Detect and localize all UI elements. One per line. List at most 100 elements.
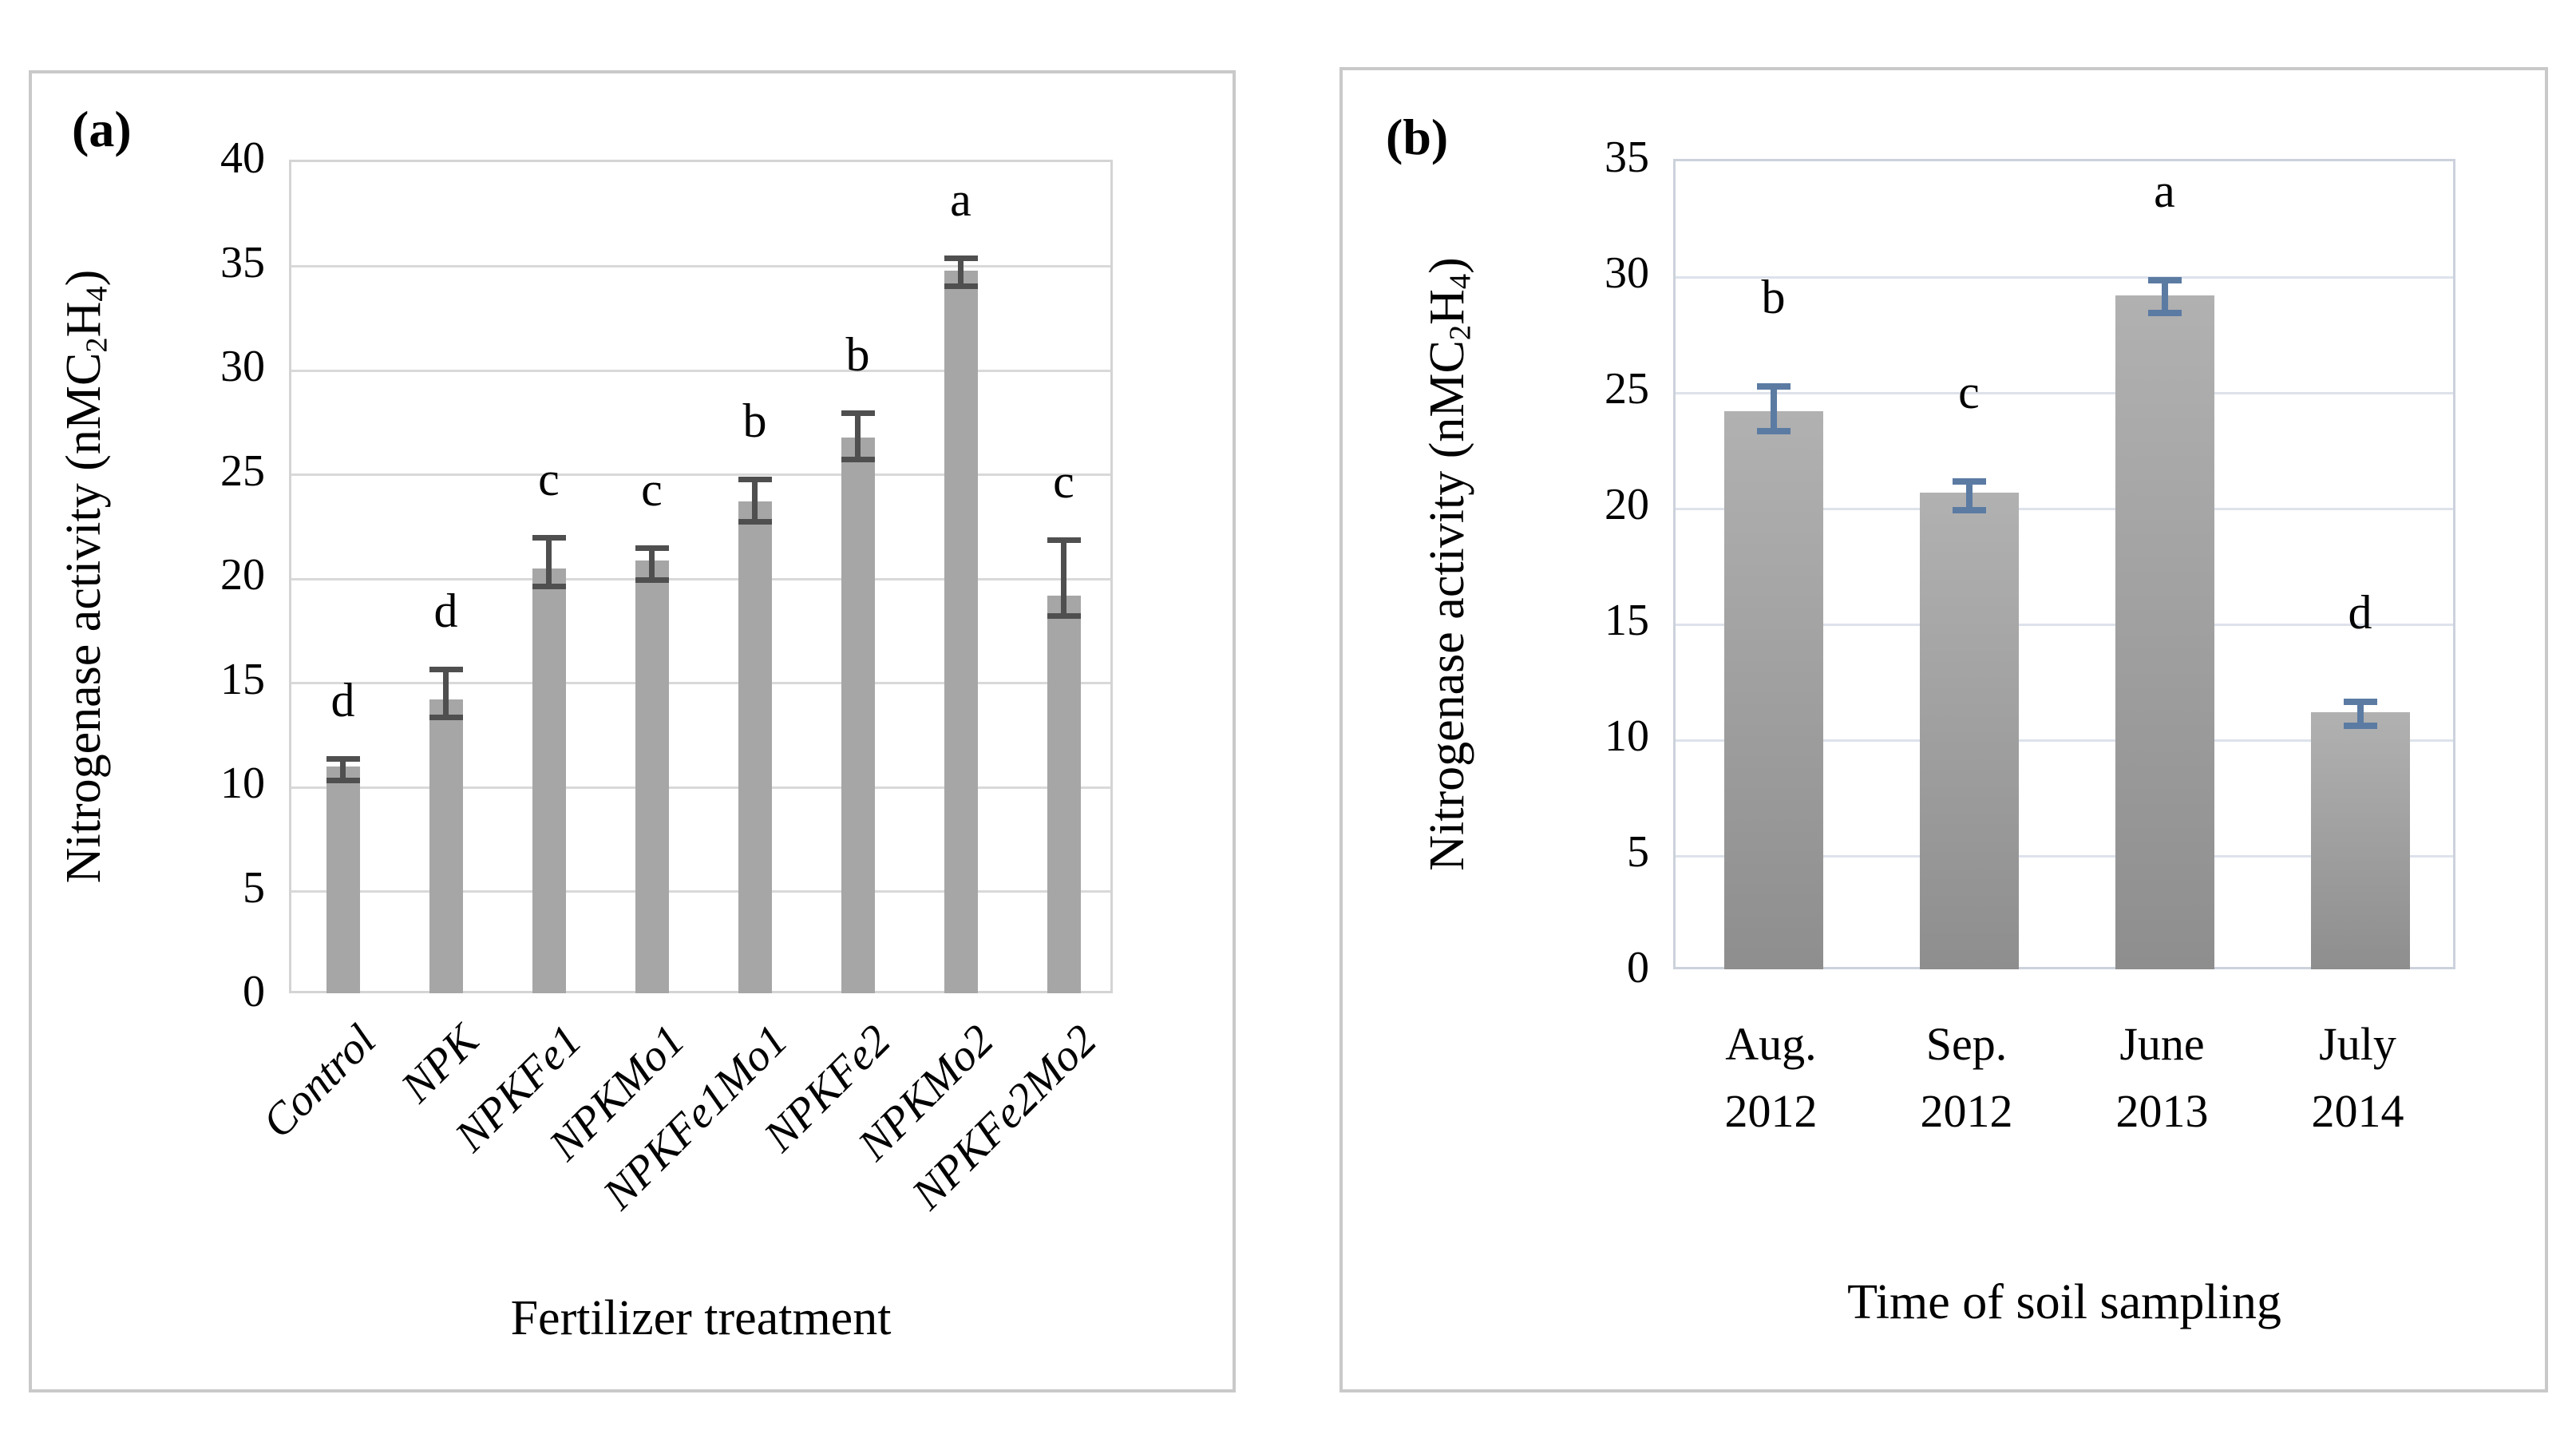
bar-NPKFe2: [841, 437, 875, 993]
gridline-30: [291, 369, 1110, 372]
y-tick-label-0: 0: [243, 967, 265, 1016]
gridline-35: [291, 265, 1110, 267]
error-bar-cap-bottom: [1047, 612, 1081, 619]
y-tick-label-5: 5: [243, 862, 265, 913]
error-bar-stem: [752, 477, 758, 525]
x-tick-label-June 2013: June 2013: [2035, 1011, 2290, 1145]
error-bar-cap-bottom: [2343, 722, 2377, 729]
error-bar-cap-top: [2343, 698, 2377, 705]
sig-letter-NPK: d: [433, 584, 458, 637]
panel-a-y-axis-title: Nitrogenase activity (nMC2H4): [57, 160, 114, 993]
bar-Sep. 2012: [1919, 492, 2019, 969]
error-bar-cap-top: [841, 410, 875, 416]
error-bar-cap-bottom: [1952, 506, 1986, 513]
y-tick-label-20: 20: [1605, 480, 1649, 529]
x-tick-label-Aug. 2012: Aug. 2012: [1644, 1011, 1899, 1145]
y-axis-title-text: ): [57, 269, 111, 287]
error-bar-cap-top: [2147, 277, 2182, 283]
x-tick-line: June: [2119, 1018, 2205, 1070]
bar-NPKMo1: [635, 560, 669, 993]
error-bar-cap-top: [738, 477, 772, 483]
y-axis-title-text: Nitrogenase activity (nMC: [1420, 340, 1474, 871]
x-tick-line: 2013: [2115, 1085, 2209, 1137]
error-bar-stem: [340, 755, 346, 783]
y-tick-label-5: 5: [1627, 827, 1649, 877]
x-tick-line: July: [2319, 1018, 2396, 1070]
panel-b-label: (b): [1386, 109, 1449, 165]
gridline-10: [1676, 739, 2453, 742]
error-bar-cap-top: [1756, 383, 1791, 390]
y-tick-label-15: 15: [220, 654, 265, 704]
error-bar-cap-bottom: [1756, 428, 1791, 435]
y-axis-title-text: ): [1420, 257, 1474, 274]
sig-letter-NPKFe2Mo2: c: [1053, 454, 1074, 508]
x-tick-line: 2012: [1920, 1085, 2013, 1137]
error-bar-cap-top: [1047, 537, 1081, 543]
gridline-20: [291, 577, 1110, 580]
gridline-10: [291, 786, 1110, 789]
gridline-25: [1676, 391, 2453, 394]
error-bar-cap-top: [944, 256, 978, 262]
y-axis-title-text: H: [1420, 289, 1474, 325]
bar-Control: [326, 766, 360, 993]
sig-letter-NPKFe1Mo1: b: [742, 394, 767, 448]
y-axis-title-subscript: 2: [80, 337, 114, 353]
sig-letter-NPKMo1: c: [641, 463, 663, 517]
panel-b-x-axis-title: Time of soil sampling: [1847, 1275, 2281, 1329]
gridline-5: [1676, 854, 2453, 858]
gridline-5: [291, 890, 1110, 893]
bar-NPKMo2: [944, 270, 978, 993]
y-axis-title-subscript: 4: [80, 286, 114, 302]
error-bar-cap-top: [1952, 478, 1986, 485]
sig-letter-June 2013: a: [2154, 164, 2175, 217]
x-tick-line: 2014: [2311, 1085, 2404, 1137]
error-bar-stem: [546, 535, 552, 590]
x-tick-line: Sep.: [1925, 1018, 2008, 1070]
sig-letter-Sep. 2012: c: [1958, 366, 1980, 419]
y-tick-label-10: 10: [220, 759, 265, 808]
x-tick-label-Sep. 2012: Sep. 2012: [1839, 1011, 2095, 1145]
y-tick-label-25: 25: [1605, 364, 1649, 414]
error-bar-cap-bottom: [841, 456, 875, 462]
x-tick-line: Aug.: [1725, 1018, 1817, 1070]
plot-area-a: d d c c b b a c: [289, 160, 1113, 993]
y-tick-label-10: 10: [1605, 711, 1649, 761]
y-tick-label-40: 40: [220, 133, 265, 183]
error-bar-stem: [855, 410, 861, 462]
y-axis-title-subscript: 2: [1443, 324, 1478, 341]
x-tick-line: 2012: [1724, 1085, 1818, 1137]
error-bar-cap-bottom: [738, 519, 772, 525]
error-bar-stem: [1965, 478, 1973, 513]
gridline-30: [1676, 275, 2453, 279]
gridline-20: [1676, 507, 2453, 510]
gridline-15: [291, 682, 1110, 684]
error-bar-stem: [443, 666, 449, 721]
gridline-25: [291, 473, 1110, 476]
y-tick-label-25: 25: [220, 446, 265, 496]
y-tick-label-30: 30: [1605, 248, 1649, 298]
y-tick-label-0: 0: [1627, 943, 1649, 992]
y-tick-label-15: 15: [1605, 596, 1649, 645]
y-tick-label-20: 20: [220, 550, 265, 600]
y-axis-title-text: Nitrogenase activity (nMC: [57, 352, 111, 884]
error-bar-cap-top: [635, 545, 669, 552]
plot-area-b: b c a d: [1673, 159, 2455, 969]
bar-July 2014: [2310, 712, 2410, 969]
sig-letter-July 2014: d: [2348, 585, 2372, 639]
error-bar-cap-bottom: [532, 584, 566, 590]
panel-a: (a) Nitrogenase activity (nMC2H4) Fertil…: [29, 70, 1236, 1392]
error-bar-stem: [2161, 277, 2168, 317]
error-bar-cap-top: [429, 666, 463, 672]
panel-b: (b) Nitrogenase activity (nMC2H4) Time o…: [1339, 67, 2548, 1392]
y-axis-title-text: H: [57, 301, 111, 338]
error-bar-cap-top: [326, 755, 360, 762]
error-bar-cap-bottom: [326, 777, 360, 783]
panel-b-y-axis-title: Nitrogenase activity (nMC2H4): [1420, 159, 1478, 969]
bar-NPKFe2Mo2: [1047, 595, 1081, 993]
error-bar-stem: [2356, 698, 2364, 729]
sig-letter-Aug. 2012: b: [1761, 271, 1786, 324]
bar-Aug. 2012: [1723, 411, 1823, 969]
sig-letter-NPKFe2: b: [845, 327, 870, 381]
y-tick-label-35: 35: [1605, 133, 1649, 182]
gridline-15: [1676, 623, 2453, 626]
